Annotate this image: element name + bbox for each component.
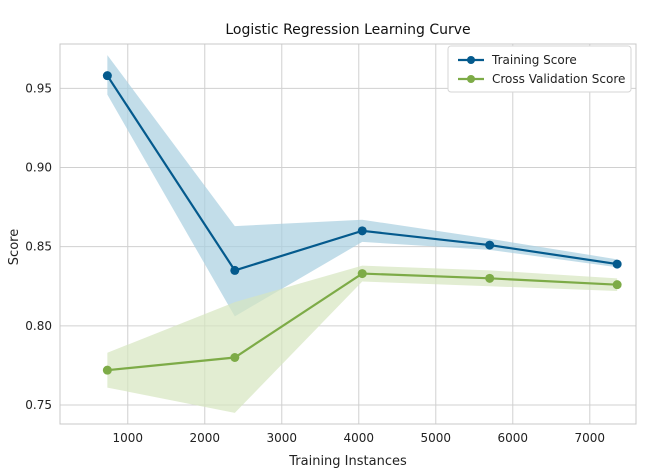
series-0-point: [102, 71, 112, 81]
series-points: [102, 71, 622, 375]
legend-label-0: Training Score: [491, 53, 577, 67]
x-tick-label: 7000: [575, 431, 606, 445]
series-0-point: [485, 240, 495, 250]
chart-title: Logistic Regression Learning Curve: [225, 22, 470, 38]
legend-box: [447, 45, 632, 93]
x-tick-label: 5000: [421, 431, 452, 445]
series-1-band: [107, 265, 618, 413]
y-tick-label: 0.75: [25, 398, 52, 412]
y-tick-labels: 0.75 0.80 0.85 0.90 0.95: [25, 81, 52, 412]
x-tick-label: 3000: [267, 431, 298, 445]
series-0-point: [230, 265, 240, 275]
series-0-point: [357, 226, 367, 236]
series-0-point: [612, 259, 622, 269]
confidence-bands: [107, 55, 618, 413]
x-tick-label: 4000: [344, 431, 375, 445]
series-1-point: [230, 353, 240, 362]
y-tick-label: 0.85: [25, 240, 52, 254]
legend-marker-0: [467, 56, 475, 64]
x-tick-label: 6000: [498, 431, 529, 445]
x-tick-label: 1000: [112, 431, 143, 445]
legend-marker-1: [467, 75, 475, 83]
y-tick-label: 0.80: [25, 319, 52, 333]
x-axis-title: Training Instances: [288, 454, 407, 469]
legend-label-1: Cross Validation Score: [492, 72, 625, 86]
legend: Training Score Cross Validation Score: [447, 45, 632, 93]
series-0-band: [107, 55, 618, 317]
plot-border: [59, 43, 637, 425]
series-1-point: [357, 269, 367, 279]
series-1-point: [612, 280, 622, 290]
y-axis-title: Score: [7, 229, 22, 265]
y-tick-label: 0.95: [25, 81, 52, 95]
y-tick-label: 0.90: [25, 161, 52, 175]
x-tick-labels: 1000 2000 3000 4000 5000 6000 7000: [112, 431, 605, 445]
x-tick-label: 2000: [189, 431, 220, 445]
series-1-point: [102, 365, 112, 375]
series-1-point: [485, 273, 495, 283]
